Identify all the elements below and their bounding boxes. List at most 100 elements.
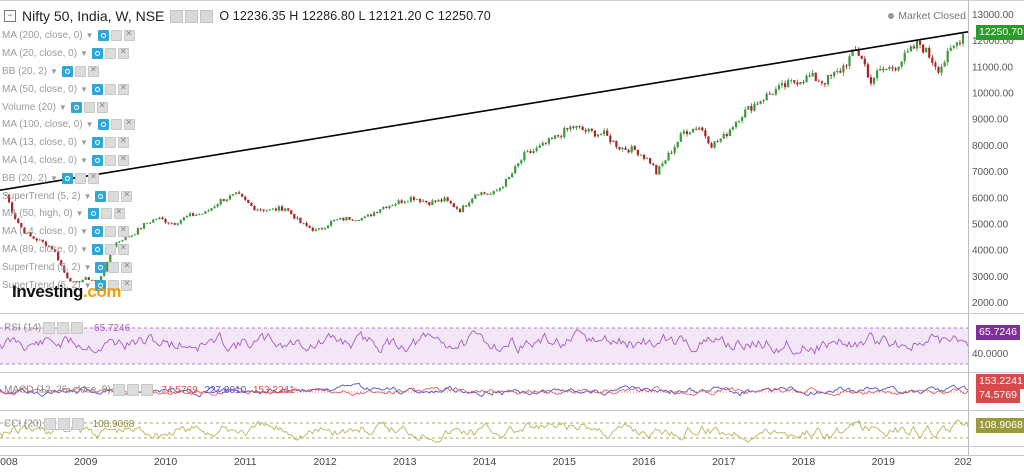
eye-icon[interactable] xyxy=(61,172,73,184)
eye-icon[interactable] xyxy=(91,243,103,255)
caret-down-icon[interactable]: ▼ xyxy=(80,227,88,237)
gear-icon[interactable] xyxy=(104,154,116,166)
study-item[interactable]: MA (20, close, 0) ▼ xyxy=(2,45,162,63)
candle-body xyxy=(415,199,419,201)
close-icon[interactable] xyxy=(117,136,129,149)
caret-down-icon[interactable]: ▼ xyxy=(80,155,88,165)
caret-down-icon[interactable]: ▼ xyxy=(75,209,84,219)
gear-icon[interactable] xyxy=(110,30,122,42)
caret-down-icon[interactable]: ▼ xyxy=(58,102,67,112)
gear-icon[interactable] xyxy=(83,101,95,113)
eye-icon[interactable] xyxy=(87,208,99,220)
gear-icon[interactable] xyxy=(74,172,86,184)
caret-down-icon[interactable]: ▼ xyxy=(50,173,58,183)
eye-icon[interactable] xyxy=(95,261,107,273)
symbol-title[interactable]: Nifty 50, India, W, NSE xyxy=(22,8,165,24)
gear-icon[interactable] xyxy=(100,208,112,220)
study-label: MA (89, close, 0) xyxy=(2,243,78,255)
candle-body xyxy=(63,265,66,273)
caret-down-icon[interactable]: ▼ xyxy=(80,138,88,148)
caret-down-icon[interactable]: ▼ xyxy=(85,120,94,130)
study-item[interactable]: MA (100, close, 0) ▼ xyxy=(2,116,162,134)
eye-icon[interactable] xyxy=(97,30,109,42)
study-item[interactable]: MA (13, close, 0) ▼ xyxy=(2,134,162,152)
close-icon[interactable] xyxy=(117,47,129,60)
gear-icon[interactable] xyxy=(104,137,116,149)
gear-icon[interactable] xyxy=(110,119,122,131)
close-icon[interactable] xyxy=(117,243,129,255)
eye-icon[interactable] xyxy=(70,101,82,113)
eye-icon[interactable] xyxy=(91,48,103,60)
candle-body xyxy=(369,214,373,216)
close-icon[interactable] xyxy=(87,172,99,184)
eye-icon[interactable] xyxy=(91,83,103,95)
close-icon[interactable] xyxy=(121,190,133,202)
gear-icon[interactable] xyxy=(104,243,116,255)
header-more-icon[interactable] xyxy=(200,9,214,23)
eye-icon[interactable] xyxy=(95,279,107,291)
y-axis-ticks: 13000.00 12000.00 11000.00 10000.00 9000.00 8… xyxy=(972,10,1014,309)
study-item[interactable]: MA (14, close, 0) ▼ xyxy=(2,152,162,170)
header-gear-icon[interactable] xyxy=(185,9,199,23)
study-item[interactable]: SuperTrend (5, 2) ▼ xyxy=(2,276,162,294)
eye-icon[interactable] xyxy=(91,137,103,149)
gear-icon[interactable] xyxy=(108,261,120,273)
candle-body xyxy=(109,254,112,262)
candle-body xyxy=(41,239,44,242)
close-icon[interactable] xyxy=(117,154,129,166)
close-icon[interactable] xyxy=(123,29,135,42)
candle-body xyxy=(81,279,84,283)
eye-icon[interactable] xyxy=(91,154,103,166)
close-icon[interactable] xyxy=(96,101,108,113)
y-tick-label: 6000.00 xyxy=(972,193,1009,204)
y-tick-label: 8000.00 xyxy=(972,141,1009,152)
caret-down-icon[interactable]: ▼ xyxy=(85,31,94,41)
caret-down-icon[interactable]: ▼ xyxy=(83,280,92,290)
eye-icon[interactable] xyxy=(61,65,73,77)
candle-body xyxy=(606,130,609,136)
candle-body xyxy=(900,61,903,67)
study-item[interactable]: SuperTrend (5, 2) ▼ xyxy=(2,258,162,276)
study-item[interactable]: MA (200, close, 0) ▼ xyxy=(2,27,162,45)
close-icon[interactable] xyxy=(113,207,125,220)
study-item[interactable]: BB (20, 2) ▼ xyxy=(2,169,162,187)
status-dot-icon xyxy=(888,13,895,20)
caret-down-icon[interactable]: ▼ xyxy=(80,244,88,254)
caret-down-icon[interactable]: ▼ xyxy=(83,191,92,201)
eye-icon[interactable] xyxy=(95,190,107,202)
study-item[interactable]: SuperTrend (5, 2) ▼ xyxy=(2,187,162,205)
candle-body xyxy=(379,209,382,213)
study-item[interactable]: MA (14, close, 0) ▼ xyxy=(2,223,162,241)
study-item[interactable]: BB (20, 2) ▼ xyxy=(2,63,162,81)
gear-icon[interactable] xyxy=(108,279,120,291)
rsi-level-label: 40.0000 xyxy=(972,349,1009,360)
gear-icon[interactable] xyxy=(74,65,86,77)
candle-body xyxy=(762,100,765,102)
gear-icon[interactable] xyxy=(104,48,116,60)
caret-down-icon[interactable]: ▼ xyxy=(80,84,88,94)
candle-body xyxy=(836,70,839,73)
eye-icon[interactable] xyxy=(91,226,103,238)
collapse-icon[interactable]: − xyxy=(4,10,16,22)
study-item[interactable]: MA (50, close, 0) ▼ xyxy=(2,80,162,98)
study-item[interactable]: MA (89, close, 0) ▼ xyxy=(2,241,162,259)
study-item[interactable]: MA (50, high, 0) ▼ xyxy=(2,205,162,223)
close-icon[interactable] xyxy=(121,279,133,291)
header-eye-icon[interactable] xyxy=(170,9,184,23)
close-icon[interactable] xyxy=(87,65,99,77)
gear-icon[interactable] xyxy=(104,83,116,95)
gear-icon[interactable] xyxy=(104,226,116,238)
caret-down-icon[interactable]: ▼ xyxy=(80,49,88,59)
study-item[interactable]: Volume (20) ▼ xyxy=(2,98,162,116)
close-icon[interactable] xyxy=(117,225,129,238)
eye-icon[interactable] xyxy=(97,119,109,131)
close-icon[interactable] xyxy=(117,83,129,95)
gear-icon[interactable] xyxy=(108,190,120,202)
close-icon[interactable] xyxy=(123,118,135,131)
candle-body xyxy=(538,145,541,148)
trendline[interactable] xyxy=(0,31,969,191)
caret-down-icon[interactable]: ▼ xyxy=(83,262,92,272)
close-icon[interactable] xyxy=(121,261,133,273)
caret-down-icon[interactable]: ▼ xyxy=(50,66,58,76)
